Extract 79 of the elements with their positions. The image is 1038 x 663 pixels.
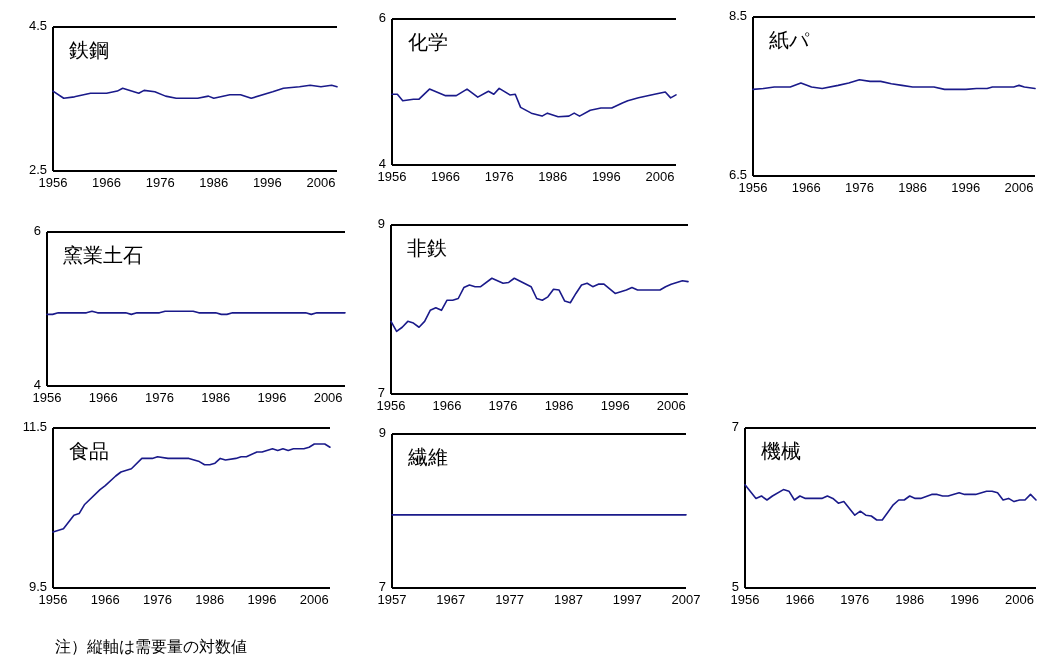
x-tick-label: 1966 [88,390,118,405]
line-series [391,87,677,118]
line-series [52,443,331,533]
y-tick-label: 9.5 [28,579,47,595]
x-tick-label: 1956 [738,180,768,195]
x-tick-label: 1996 [951,180,981,195]
y-tick-label: 7 [378,579,386,595]
x-tick-label: 1996 [247,592,277,607]
x-tick-label: 1976 [484,169,514,184]
x-tick-label: 1966 [90,592,120,607]
x-tick-label: 1996 [950,592,980,607]
x-tick-label: 2006 [1004,180,1034,195]
y-tick-label: 4.5 [28,18,47,34]
text: 非鉄 [407,237,447,259]
text: 鉄鋼 [69,39,109,61]
x-tick-label: 1976 [844,180,874,195]
x-tick-label: 1976 [143,592,172,607]
line-series [744,484,1037,521]
y-tick-label: 7 [731,419,739,435]
x-tick-label: 2006 [299,592,329,607]
text: 機械 [761,440,801,462]
y-tick-label: 8.5 [728,8,747,24]
x-tick-label: 1986 [199,175,229,190]
x-tick-label: 1976 [488,398,518,413]
x-tick-label: 1986 [195,592,225,607]
y-tick-label: 11.5 [22,419,47,435]
text: 食品 [69,440,109,462]
x-tick-label: 2006 [313,390,343,405]
y-tick-label: 6 [378,10,386,26]
x-tick-label: 1986 [898,180,928,195]
y-tick-label: 4 [378,156,386,172]
x-tick-label: 1966 [785,592,815,607]
line-series [390,277,689,333]
x-tick-label: 1966 [92,175,122,190]
text: 繊維 [407,446,448,468]
y-tick-label: 6 [33,223,41,239]
y-tick-label: 4 [33,377,41,393]
x-tick-label: 1996 [252,175,282,190]
x-tick-label: 2006 [645,169,675,184]
x-tick-label: 1987 [553,592,583,607]
x-tick-label: 1956 [377,169,407,184]
line-series [752,79,1036,91]
x-tick-label: 1966 [431,169,461,184]
x-tick-label: 2007 [671,592,701,607]
x-tick-label: 1956 [376,398,406,413]
y-tick-label: 6.5 [728,167,747,183]
x-tick-label: 1996 [600,398,630,413]
x-tick-label: 1957 [377,592,407,607]
x-tick-label: 1956 [38,175,68,190]
line-series [52,84,338,100]
x-tick-label: 1966 [791,180,821,195]
x-tick-label: 2006 [306,175,336,190]
y-tick-label: 9 [378,425,386,441]
x-tick-label: 1986 [201,390,231,405]
x-tick-label: 1996 [257,390,287,405]
y-tick-label: 7 [377,385,385,401]
x-tick-label: 1986 [895,592,925,607]
x-tick-label: 1996 [591,169,621,184]
text: 化学 [408,31,448,53]
x-tick-label: 1976 [840,592,870,607]
text: 紙パ [769,29,810,51]
text: 注）縦軸は需要量の対数値 [55,638,247,655]
y-tick-label: 5 [731,579,739,595]
x-tick-label: 1976 [145,175,175,190]
text: 窯業土石 [63,244,143,266]
x-tick-label: 1976 [144,390,174,405]
x-tick-label: 2006 [1005,592,1034,607]
x-tick-label: 1977 [495,592,525,607]
y-tick-label: 9 [377,216,385,232]
x-tick-label: 1956 [32,390,62,405]
y-tick-label: 2.5 [28,162,47,178]
x-tick-label: 1956 [730,592,760,607]
x-tick-label: 1967 [436,592,466,607]
x-tick-label: 1986 [538,169,568,184]
x-tick-label: 1997 [612,592,642,607]
x-tick-label: 1966 [432,398,462,413]
x-tick-label: 1956 [38,592,68,607]
x-tick-label: 1986 [544,398,574,413]
x-tick-label: 2006 [656,398,686,413]
